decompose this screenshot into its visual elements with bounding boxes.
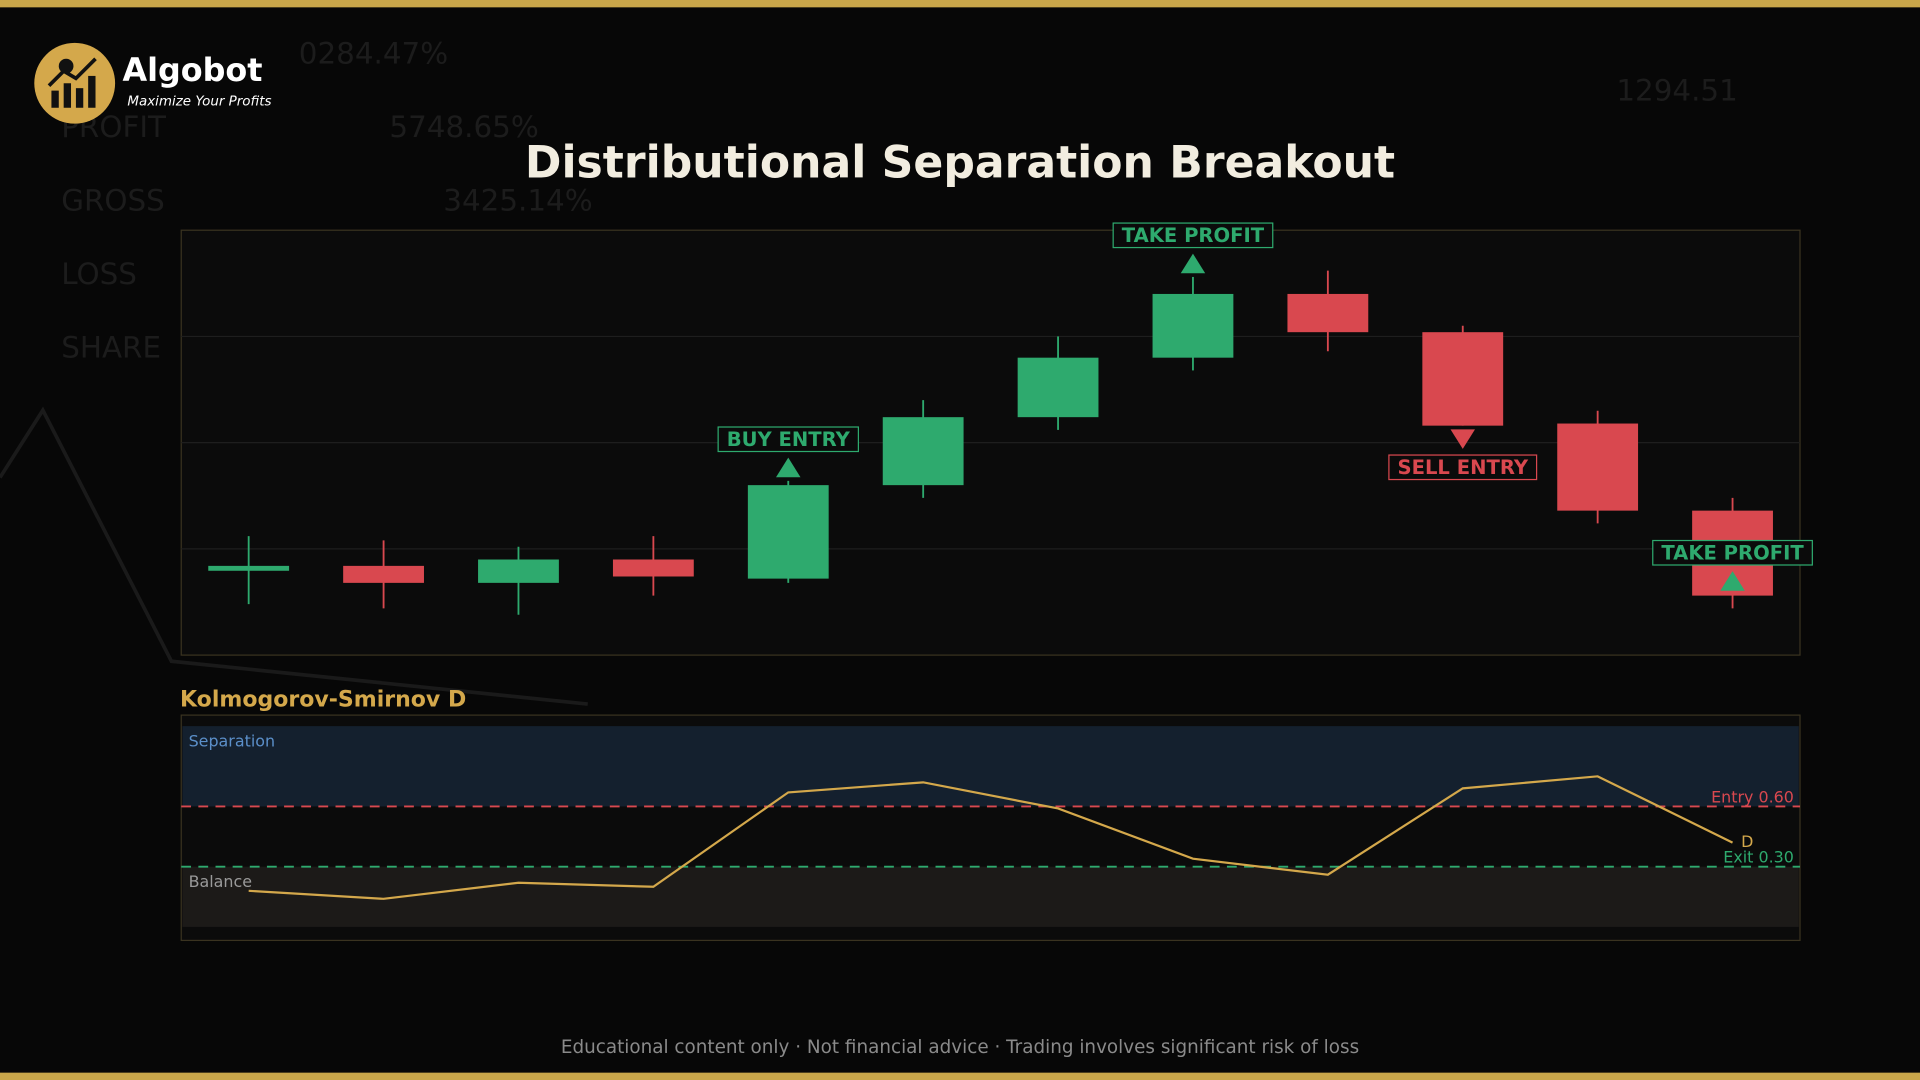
footer: Educational content only · Not financial… (561, 1037, 1359, 1058)
signal-box (717, 426, 860, 453)
logo-icon (47, 57, 97, 88)
signal-arrow (776, 457, 801, 478)
threshold-label: Entry 0.60 (1711, 787, 1794, 806)
logo: Algobot Maximize Your Profits (34, 42, 272, 124)
candle-body (478, 559, 559, 583)
signal-label: BUY ENTRY (727, 428, 851, 451)
candle-body (882, 417, 964, 486)
signal-box (1652, 539, 1813, 566)
backdrop-line (0, 406, 588, 706)
signal-arrow (1720, 571, 1745, 591)
logo-icon (75, 88, 84, 108)
logo-badge (34, 42, 116, 124)
backdrop-label: LOSS (61, 257, 137, 291)
logo-icon (51, 90, 59, 108)
candle-body (1557, 423, 1639, 511)
zone (182, 866, 1799, 927)
candle-body (1287, 293, 1369, 333)
top-bar (0, 0, 1920, 8)
backdrop-label: 0284.47% (299, 37, 448, 71)
signal-label: TAKE PROFIT (1122, 224, 1265, 247)
zone (182, 726, 1799, 807)
backdrop-label: 1294.51 (1616, 73, 1737, 107)
brand: Algobot (122, 51, 262, 89)
indicator-title: Kolmogorov-Smirnov D (180, 687, 466, 712)
candle-body (1017, 357, 1099, 418)
backdrop-text: 0284.47%PROFIT 5748.65%GROSS 3425.14%LOSSS… (61, 37, 1738, 365)
series-label: D (1741, 832, 1753, 851)
logo-icon (63, 83, 72, 108)
signal-arrow (1450, 429, 1475, 449)
candle-body (612, 559, 694, 577)
candle-body (1422, 332, 1504, 426)
candle-body (747, 485, 829, 579)
logo-icon (58, 58, 74, 74)
candle-body (1152, 293, 1234, 358)
signal-box (1112, 222, 1274, 249)
bottom-bar (0, 1072, 1920, 1080)
backdrop-label: GROSS (61, 184, 165, 218)
zone-label: Separation (189, 732, 275, 751)
zone-label: Balance (189, 872, 252, 891)
backdrop-label: 5748.65% (389, 110, 538, 144)
candle-body (343, 565, 424, 583)
threshold-label: Exit 0.30 (1723, 848, 1794, 867)
series-line (248, 775, 1734, 900)
signal-arrow (1180, 253, 1206, 274)
backdrop-label: SHARE (61, 330, 161, 364)
backdrop-label: 3425.14% (443, 184, 592, 218)
chart-title: Distributional Separation Breakout (525, 137, 1395, 188)
signal-label: TAKE PROFIT (1661, 541, 1804, 564)
candle-body (208, 565, 290, 571)
signal-box (1388, 454, 1538, 481)
tagline: Maximize Your Profits (127, 95, 271, 110)
signal-label: SELL ENTRY (1397, 456, 1528, 479)
logo-icon (88, 75, 96, 108)
